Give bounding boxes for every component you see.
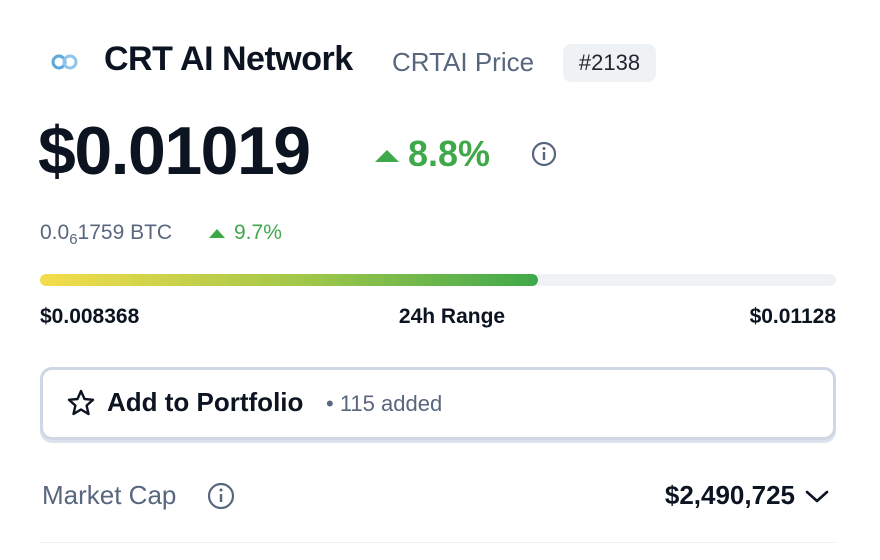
range-high: $0.01128 bbox=[749, 305, 836, 328]
price-change-value: 8.8% bbox=[408, 133, 491, 174]
coin-symbol: CRTAI Price bbox=[392, 47, 535, 77]
btc-lead: 0.0 bbox=[40, 221, 70, 244]
range-track bbox=[40, 274, 836, 286]
portfolio-button[interactable] bbox=[40, 367, 836, 440]
coin-logo bbox=[51, 54, 78, 70]
info-icon[interactable] bbox=[207, 482, 235, 510]
price-change: 8.8% bbox=[374, 133, 490, 175]
added-count: 115 added bbox=[339, 391, 443, 416]
divider bbox=[40, 542, 836, 543]
expand-chevron[interactable] bbox=[804, 487, 830, 505]
market-cap-value: $2,490,725 bbox=[664, 480, 795, 510]
star-icon bbox=[67, 389, 95, 416]
portfolio-added: • 115 added bbox=[326, 391, 442, 417]
range-fill bbox=[40, 274, 539, 286]
btc-change-value: 9.7% bbox=[234, 221, 282, 244]
coin-name: CRT AI Network bbox=[104, 40, 353, 78]
btc-digits: 1759 BTC bbox=[77, 221, 173, 244]
market-cap-label: Market Cap bbox=[42, 480, 177, 510]
btc-price: 0.061759 BTC bbox=[40, 221, 172, 248]
portfolio-label[interactable]: Add to Portfolio bbox=[107, 387, 304, 417]
separator: • bbox=[326, 391, 334, 416]
range-low: $0.008368 bbox=[40, 305, 140, 328]
btc-change: 9.7% bbox=[208, 221, 282, 245]
price: $0.01019 bbox=[38, 113, 311, 189]
range-label: 24h Range bbox=[398, 305, 506, 328]
btc-zeros: 6 bbox=[69, 231, 78, 248]
rank-badge: #2138 bbox=[563, 44, 656, 82]
info-icon[interactable] bbox=[531, 141, 557, 167]
